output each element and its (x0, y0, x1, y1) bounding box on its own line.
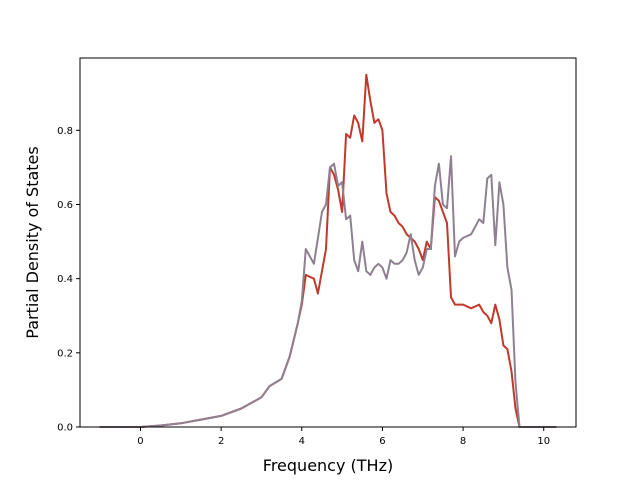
y-tick-label: 0.8 (57, 126, 73, 137)
x-tick-label: 0 (137, 436, 143, 447)
y-axis-title: Partial Density of States (23, 146, 42, 338)
x-tick-label: 6 (379, 436, 385, 447)
x-axis: 0 2 4 6 8 10 (137, 427, 550, 447)
x-tick-label: 2 (218, 436, 224, 447)
y-tick-label: 0.4 (57, 274, 73, 285)
plot-area (99, 73, 557, 428)
plot-frame (79, 57, 577, 428)
y-axis: 0.0 0.2 0.4 0.6 0.8 (57, 126, 80, 434)
y-tick-label: 0.2 (57, 348, 73, 359)
x-axis-title: Frequency (THz) (263, 456, 393, 475)
y-tick-label: 0.6 (57, 200, 73, 211)
y-tick-label: 0.0 (57, 423, 73, 434)
x-tick-label: 8 (460, 436, 466, 447)
x-tick-label: 4 (299, 436, 305, 447)
x-tick-label: 10 (537, 436, 550, 447)
series-line-1 (99, 73, 557, 428)
series-line-2 (99, 155, 557, 428)
